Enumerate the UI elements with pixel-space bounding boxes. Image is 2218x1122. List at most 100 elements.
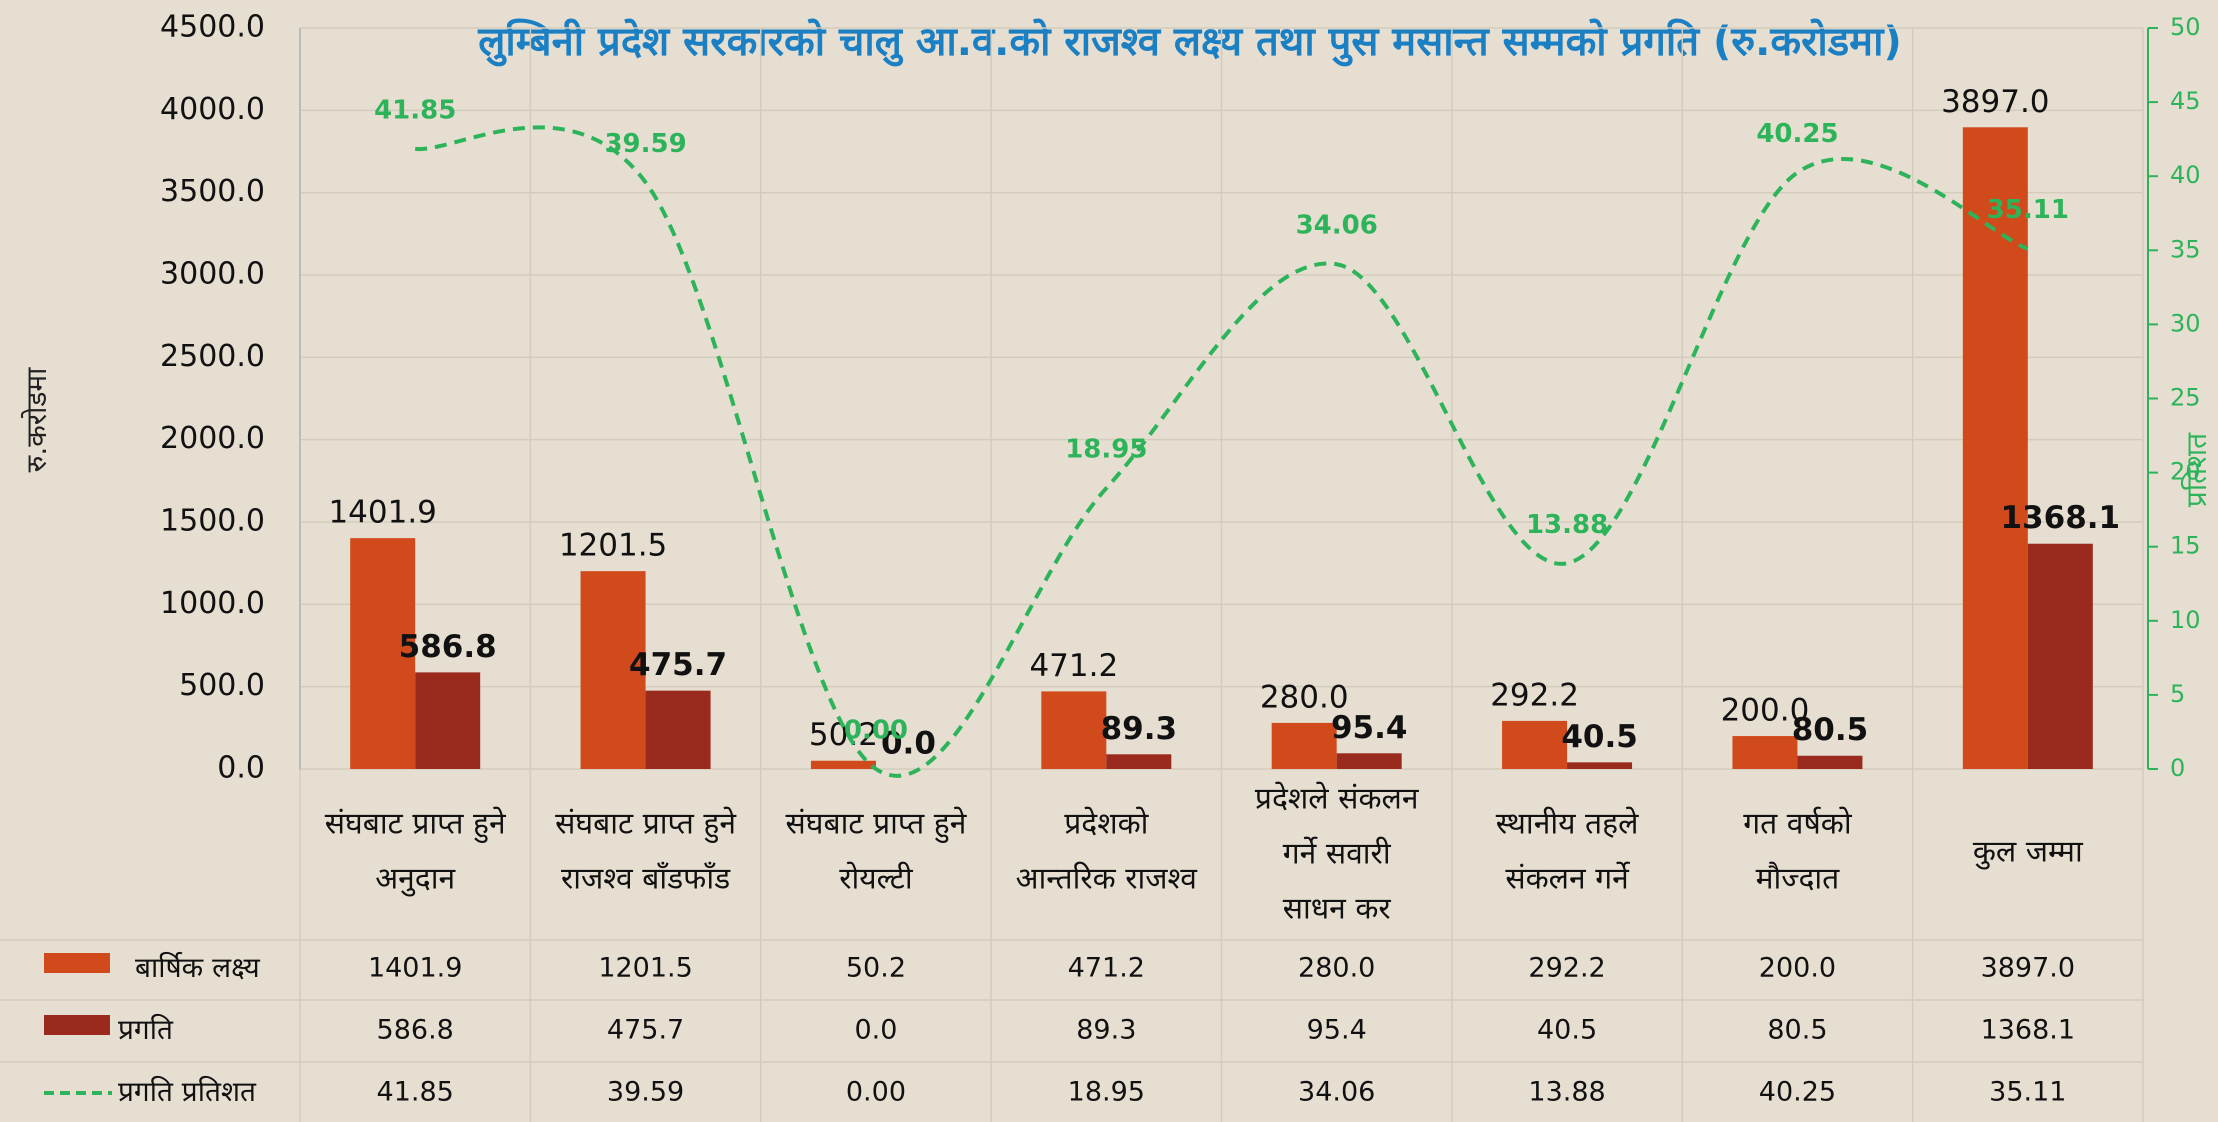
y2-tick-label: 0 bbox=[2170, 754, 2185, 782]
table-cell: 18.95 bbox=[1068, 1077, 1145, 1108]
y-tick-label: 4500.0 bbox=[160, 10, 265, 45]
table-cell: 35.11 bbox=[1989, 1077, 2066, 1108]
bar-value-label: 475.7 bbox=[629, 647, 727, 683]
bar bbox=[1336, 753, 1402, 769]
x-tick-label: अनुदान bbox=[375, 862, 456, 898]
table-cell: 1368.1 bbox=[1981, 1015, 2075, 1046]
bar bbox=[2027, 543, 2093, 769]
x-tick-label: कुल जम्मा bbox=[1973, 835, 2084, 871]
x-tick-label: प्रदेशको bbox=[1064, 807, 1149, 842]
y2-tick-label: 10 bbox=[2170, 606, 2201, 634]
table-cell: 280.0 bbox=[1298, 953, 1375, 984]
y2-tick-label: 45 bbox=[2170, 87, 2201, 115]
y2-tick-label: 50 bbox=[2170, 13, 2201, 41]
y-tick-label: 0.0 bbox=[217, 751, 265, 786]
y-tick-label: 1000.0 bbox=[160, 586, 265, 621]
table-cell: 39.59 bbox=[607, 1077, 684, 1108]
bar-value-label: 80.5 bbox=[1792, 712, 1869, 748]
line-value-label: 13.88 bbox=[1526, 510, 1608, 540]
y2-tick-label: 25 bbox=[2170, 384, 2201, 412]
table-cell: 1201.5 bbox=[598, 953, 692, 984]
x-tick-label: संकलन गर्ने bbox=[1505, 862, 1630, 897]
table-cell: 292.2 bbox=[1528, 953, 1605, 984]
y2-tick-label: 35 bbox=[2170, 235, 2201, 263]
line-value-label: 0.00 bbox=[844, 716, 908, 746]
y-tick-label: 2000.0 bbox=[160, 421, 265, 456]
table-cell: 41.85 bbox=[377, 1077, 454, 1108]
table-cell: 586.8 bbox=[377, 1015, 454, 1046]
legend-swatch bbox=[44, 953, 110, 973]
bar-value-label: 89.3 bbox=[1101, 711, 1178, 747]
bar-value-label: 586.8 bbox=[399, 629, 497, 665]
table-cell: 0.0 bbox=[854, 1015, 897, 1046]
bar-value-label: 292.2 bbox=[1490, 677, 1579, 713]
table-cell: 3897.0 bbox=[1981, 953, 2075, 984]
line-value-label: 39.59 bbox=[604, 129, 686, 159]
line-value-label: 40.25 bbox=[1756, 119, 1838, 149]
line-value-label: 34.06 bbox=[1296, 211, 1378, 241]
bar bbox=[645, 690, 711, 769]
bar bbox=[1962, 127, 2028, 769]
x-tick-label: साधन कर bbox=[1283, 892, 1392, 927]
line-value-label: 41.85 bbox=[374, 95, 456, 125]
chart-title: लुम्बिनी प्रदेश सरकारको चालु आ.व.को राजश… bbox=[477, 18, 1902, 67]
bar-value-label: 3897.0 bbox=[1941, 84, 2049, 120]
x-tick-label: संघबाट प्राप्त हुने bbox=[325, 807, 507, 844]
bar bbox=[1271, 722, 1337, 769]
table-cell: 200.0 bbox=[1759, 953, 1836, 984]
table-cell: 95.4 bbox=[1307, 1015, 1367, 1046]
x-tick-label: राजश्व बाँडफाँड bbox=[561, 862, 731, 897]
bar-value-label: 40.5 bbox=[1561, 719, 1638, 755]
y-tick-label: 3500.0 bbox=[160, 174, 265, 209]
table-cell: 40.5 bbox=[1537, 1015, 1597, 1046]
bar bbox=[350, 538, 416, 769]
bar-value-label: 1368.1 bbox=[2000, 500, 2120, 536]
bar bbox=[1567, 762, 1633, 769]
bar-value-label: 1401.9 bbox=[328, 495, 436, 531]
x-tick-label: स्थानीय तहले bbox=[1496, 807, 1639, 842]
x-tick-label: मौज्दात bbox=[1756, 862, 1841, 897]
y2-tick-label: 30 bbox=[2170, 309, 2201, 337]
legend-swatch bbox=[44, 1015, 110, 1035]
bar-value-label: 280.0 bbox=[1260, 679, 1349, 715]
legend-label: बार्षिक लक्ष्य bbox=[135, 951, 261, 984]
line-series bbox=[414, 125, 2029, 778]
bar bbox=[415, 672, 481, 769]
table-cell: 80.5 bbox=[1767, 1015, 1827, 1046]
x-tick-label: रोयल्टी bbox=[839, 862, 914, 897]
table-cell: 1401.9 bbox=[368, 953, 462, 984]
table-cell: 475.7 bbox=[607, 1015, 684, 1046]
legend-label: प्रगति bbox=[118, 1013, 174, 1046]
y-tick-label: 1500.0 bbox=[160, 504, 265, 539]
bar bbox=[1502, 720, 1568, 769]
table-cell: 13.88 bbox=[1528, 1077, 1605, 1108]
x-tick-label: प्रदेशले संकलन bbox=[1255, 782, 1420, 817]
bar bbox=[1732, 736, 1798, 769]
line-value-label: 18.95 bbox=[1065, 435, 1147, 465]
y-tick-label: 3000.0 bbox=[160, 257, 265, 292]
bar bbox=[810, 760, 876, 769]
bar bbox=[1106, 754, 1172, 769]
bar-value-label: 1201.5 bbox=[559, 528, 667, 564]
y2-tick-label: 5 bbox=[2170, 680, 2185, 708]
bar bbox=[1797, 755, 1863, 769]
line-value-label: 35.11 bbox=[1987, 195, 2069, 225]
bar-value-label: 0.0 bbox=[881, 726, 936, 762]
table-cell: 50.2 bbox=[846, 953, 906, 984]
table-cell: 471.2 bbox=[1068, 953, 1145, 984]
y-axis-label: रु.करोडमा bbox=[20, 367, 53, 473]
y2-tick-label: 15 bbox=[2170, 532, 2201, 560]
y-tick-label: 4000.0 bbox=[160, 92, 265, 127]
y2-tick-label: 20 bbox=[2170, 458, 2201, 486]
y2-tick-label: 40 bbox=[2170, 161, 2201, 189]
legend-label: प्रगति प्रतिशत bbox=[118, 1075, 257, 1108]
bar-value-label: 471.2 bbox=[1029, 648, 1118, 684]
y-tick-label: 500.0 bbox=[179, 668, 265, 703]
x-tick-label: संघबाट प्राप्त हुने bbox=[555, 807, 737, 844]
x-tick-label: संघबाट प्राप्त हुने bbox=[786, 807, 968, 844]
x-tick-label: गत वर्षको bbox=[1743, 807, 1853, 842]
bar-value-label: 200.0 bbox=[1721, 693, 1810, 729]
y2-axis-label: प्रतिशत bbox=[2180, 432, 2213, 507]
table-cell: 34.06 bbox=[1298, 1077, 1375, 1108]
